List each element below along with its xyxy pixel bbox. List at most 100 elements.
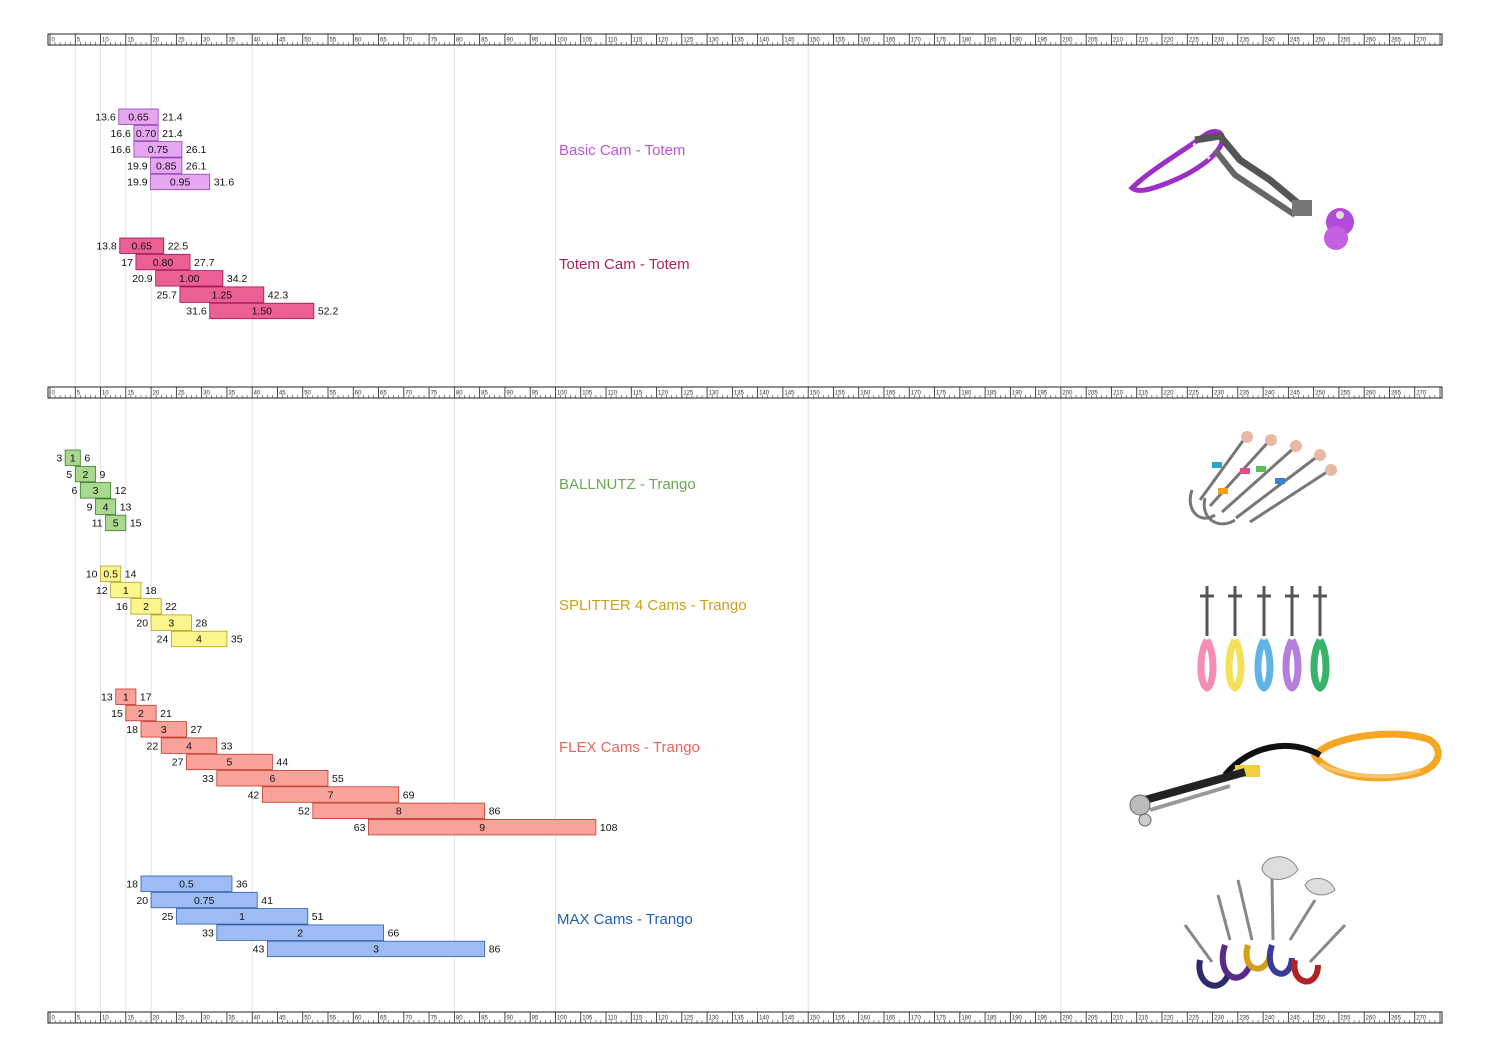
ruler-tick-label: 105 bbox=[582, 391, 593, 397]
bar-min-label: 33 bbox=[202, 773, 214, 785]
range-bar bbox=[150, 891, 258, 909]
ruler-tick-label: 105 bbox=[582, 1016, 593, 1022]
ruler-tick-label: 110 bbox=[608, 38, 618, 44]
bar-size-label: 9 bbox=[479, 822, 485, 834]
ruler-tick-label: 135 bbox=[734, 38, 745, 44]
ruler-tick-label: 100 bbox=[557, 391, 568, 397]
ruler-tick-label: 225 bbox=[1189, 1016, 1200, 1022]
bar-group: 0.5 18 36 0.75 20 41 1 25 51 2 33 66 3 43 86 bbox=[126, 875, 501, 958]
ruler-tick-label: 105 bbox=[582, 38, 593, 44]
ruler-tick-label: 35 bbox=[228, 391, 235, 397]
bar-min-label: 18 bbox=[126, 724, 138, 736]
range-bar bbox=[209, 302, 315, 320]
ruler-tick-label: 75 bbox=[431, 391, 438, 397]
ruler-tick-label: 225 bbox=[1189, 38, 1200, 44]
ruler-tick-label: 110 bbox=[608, 1016, 618, 1022]
bar-min-label: 9 bbox=[87, 501, 93, 513]
bar-min-label: 13.8 bbox=[96, 241, 117, 253]
bar-max-label: 26.1 bbox=[186, 160, 207, 172]
ruler-tick-label: 160 bbox=[860, 38, 871, 44]
ruler-tick-label: 165 bbox=[886, 38, 897, 44]
bar-max-label: 36 bbox=[236, 879, 248, 891]
bar-min-label: 3 bbox=[56, 453, 62, 465]
bar-min-label: 31.6 bbox=[186, 306, 207, 318]
ruler-tick-label: 205 bbox=[1088, 391, 1099, 397]
bar-size-label: 3 bbox=[161, 724, 167, 736]
ruler-tick-label: 115 bbox=[633, 391, 643, 397]
ruler-tick-label: 145 bbox=[784, 391, 795, 397]
ruler-tick-label: 235 bbox=[1239, 391, 1250, 397]
bar-max-label: 15 bbox=[130, 518, 142, 530]
bar-size-label: 1.00 bbox=[179, 273, 200, 285]
ruler-tick-label: 265 bbox=[1391, 38, 1402, 44]
bar-max-label: 41 bbox=[261, 895, 273, 907]
ruler-tick-label: 175 bbox=[936, 38, 947, 44]
bar-max-label: 21.4 bbox=[162, 128, 183, 140]
ruler-tick-label: 200 bbox=[1062, 391, 1073, 397]
ruler-tick-label: 65 bbox=[380, 1016, 387, 1022]
bar-min-label: 19.9 bbox=[127, 160, 148, 172]
bar-max-label: 27.7 bbox=[194, 257, 215, 269]
bar-max-label: 52.2 bbox=[318, 306, 339, 318]
bar-min-label: 18 bbox=[126, 879, 138, 891]
ruler-tick-label: 200 bbox=[1062, 38, 1073, 44]
ruler-tick-label: 155 bbox=[835, 38, 846, 44]
basic-cam-photo bbox=[1128, 129, 1354, 250]
ruler-tick-label: 115 bbox=[633, 38, 643, 44]
ruler-tick-label: 35 bbox=[228, 38, 235, 44]
bar-max-label: 18 bbox=[145, 585, 157, 597]
range-bar bbox=[125, 704, 157, 722]
bar-size-label: 2 bbox=[143, 601, 149, 613]
ruler-tick-label: 180 bbox=[961, 1016, 972, 1022]
ruler-tick-label: 50 bbox=[304, 38, 311, 44]
bar-min-label: 19.9 bbox=[127, 177, 148, 189]
range-bar bbox=[118, 108, 159, 125]
ruler-tick-label: 235 bbox=[1239, 1016, 1250, 1022]
ruler-tick-label: 155 bbox=[835, 391, 846, 397]
ruler-tick-label: 50 bbox=[304, 391, 311, 397]
bar-max-label: 13 bbox=[120, 501, 132, 513]
ruler-tick-label: 250 bbox=[1315, 1016, 1326, 1022]
ruler-tick-label: 25 bbox=[178, 38, 185, 44]
range-bar bbox=[133, 141, 183, 158]
bar-max-label: 22.5 bbox=[168, 241, 189, 253]
ruler-tick-label: 270 bbox=[1416, 391, 1427, 397]
bar-size-label: 2 bbox=[297, 927, 303, 939]
ruler-tick-label: 245 bbox=[1290, 1016, 1301, 1022]
ruler-tick-label: 5 bbox=[77, 1016, 81, 1022]
ruler-tick-label: 215 bbox=[1138, 38, 1149, 44]
range-bar bbox=[115, 688, 137, 705]
bar-size-label: 1.25 bbox=[212, 289, 233, 301]
bar-size-label: 1.50 bbox=[252, 306, 273, 318]
bar-max-label: 6 bbox=[84, 453, 90, 465]
bar-min-label: 16.6 bbox=[110, 144, 131, 156]
ruler-tick-label: 230 bbox=[1214, 1016, 1225, 1022]
ruler-tick-label: 140 bbox=[759, 1016, 770, 1022]
ruler-tick-label: 45 bbox=[279, 38, 286, 44]
bar-size-label: 2 bbox=[82, 469, 88, 481]
ruler-tick-label: 185 bbox=[987, 38, 998, 44]
bar-max-label: 31.6 bbox=[214, 177, 235, 189]
range-bar bbox=[216, 924, 385, 941]
ruler-tick-label: 175 bbox=[936, 1016, 947, 1022]
range-bar bbox=[216, 770, 329, 787]
ruler: 0 5 10 15 20 25 30 35 40 45 50 55 60 65 70 75 80 85 90 95 10… bbox=[47, 1011, 1443, 1024]
ruler-tick-label: 135 bbox=[734, 1016, 745, 1022]
ruler-tick-label: 130 bbox=[709, 1016, 720, 1022]
ruler-tick-label: 250 bbox=[1315, 38, 1326, 44]
ruler-tick-label: 90 bbox=[506, 1016, 513, 1022]
ruler-tick-label: 170 bbox=[911, 1016, 922, 1022]
ruler-tick-label: 70 bbox=[405, 38, 412, 44]
bar-max-label: 44 bbox=[276, 757, 288, 769]
bar-min-label: 24 bbox=[157, 634, 169, 646]
ruler-tick-label: 265 bbox=[1391, 391, 1402, 397]
ruler-tick-label: 255 bbox=[1340, 391, 1351, 397]
bar-max-label: 27 bbox=[190, 724, 202, 736]
bar-max-label: 26.1 bbox=[186, 144, 207, 156]
ruler-tick-label: 140 bbox=[759, 391, 770, 397]
bar-groups: 0.65 13.6 21.4 0.70 16.6 21.4 0.75 16.6 26.1 0.85… bbox=[56, 108, 618, 958]
ruler-tick-label: 75 bbox=[431, 1016, 438, 1022]
ruler-tick-label: 120 bbox=[658, 391, 669, 397]
